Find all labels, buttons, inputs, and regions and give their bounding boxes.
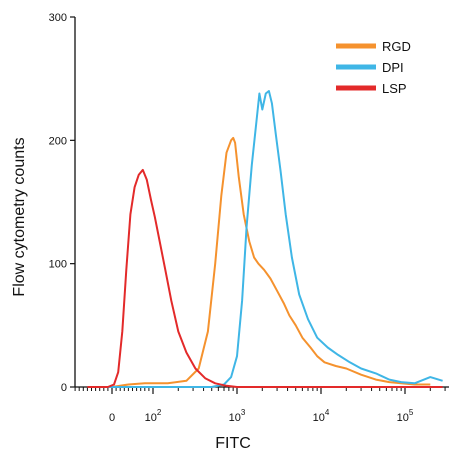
- x-tick-text: 0: [109, 412, 115, 424]
- series-line-rgd: [87, 136, 431, 388]
- series-line-lsp: [87, 168, 443, 388]
- y-axis-title: Flow cytometry counts: [11, 137, 28, 296]
- x-tick-label: 0: [109, 412, 115, 424]
- x-tick-base: 10: [145, 412, 157, 424]
- legend-label-rgd: RGD: [382, 39, 411, 54]
- x-tick-label: 102: [145, 408, 162, 424]
- x-tick-base: 10: [229, 412, 241, 424]
- y-tick-label: 300: [49, 12, 67, 24]
- series-layer: [87, 90, 443, 388]
- x-tick-label: 104: [313, 408, 330, 424]
- legend-label-lsp: LSP: [382, 81, 407, 96]
- series-line-dpi: [87, 90, 443, 388]
- x-tick-exponent: 5: [409, 408, 414, 417]
- x-tick-base: 10: [313, 412, 325, 424]
- x-tick-label: 105: [397, 408, 414, 424]
- y-tick-label: 0: [61, 382, 67, 394]
- x-axis-ticks: 0 102 103 104 105: [74, 387, 446, 424]
- x-axis-title: FITC: [215, 435, 251, 452]
- y-axis-ticks: 0 100 200 300: [49, 12, 75, 394]
- x-tick-exponent: 4: [325, 408, 330, 417]
- legend-label-dpi: DPI: [382, 60, 404, 75]
- y-tick-label: 100: [49, 259, 67, 271]
- y-tick-label: 200: [49, 135, 67, 147]
- legend: RGD DPI LSP: [336, 39, 411, 96]
- x-tick-exponent: 2: [157, 408, 162, 417]
- x-tick-base: 10: [397, 412, 409, 424]
- x-tick-exponent: 3: [241, 408, 246, 417]
- x-tick-label: 103: [229, 408, 246, 424]
